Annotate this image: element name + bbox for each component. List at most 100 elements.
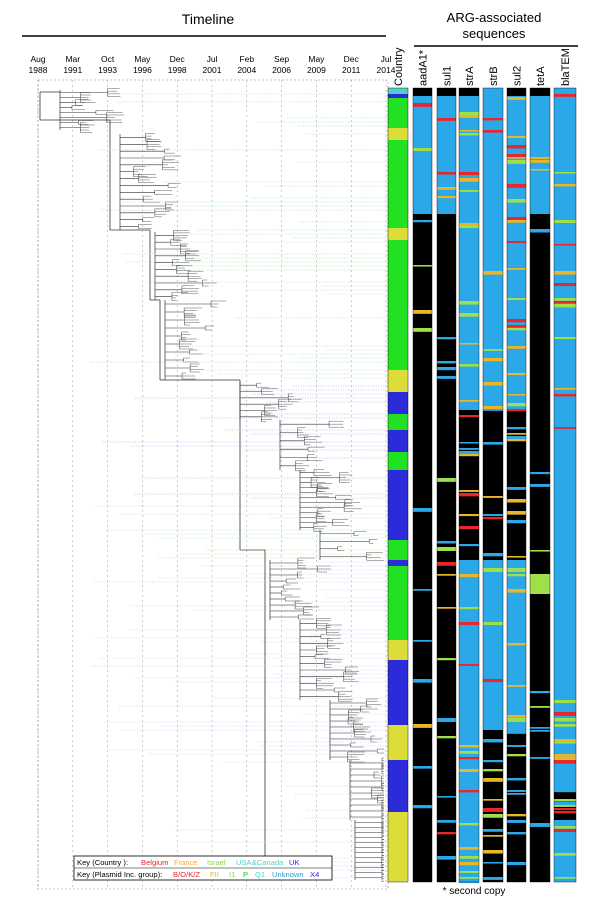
gene-stripe (459, 133, 479, 136)
gene-stripe (554, 517, 576, 521)
column-outline (482, 87, 504, 883)
gene-stripe (413, 220, 432, 223)
gene-stripe (483, 88, 503, 92)
gene-stripe (459, 526, 479, 530)
gene-stripe (507, 790, 526, 792)
gene-stripe (459, 415, 479, 418)
key-item: USA&Canada (236, 858, 284, 867)
country-cell (388, 600, 408, 640)
gene-stripe (437, 658, 456, 661)
gene-stripe (413, 640, 432, 642)
gene-stripe (554, 325, 576, 329)
country-cell (388, 370, 408, 392)
column-header: Country (393, 47, 405, 86)
gene-stripe (437, 607, 456, 609)
gene-stripe (554, 157, 576, 161)
key-country-items: Belgium France Israel USA&Canada UK (141, 858, 300, 867)
column-header: strB (488, 66, 500, 86)
country-cell (388, 452, 408, 470)
country-cell (388, 540, 408, 560)
tetA-green-block (530, 574, 550, 594)
gene-stripe (554, 232, 576, 236)
key-item: UK (289, 858, 300, 867)
gene-stripe (413, 103, 432, 107)
country-cell (388, 640, 408, 660)
gene-stripe (530, 691, 550, 694)
gene-stripe (413, 724, 432, 728)
tick-year: 1993 (98, 65, 117, 75)
gene-stripe (507, 160, 526, 164)
gene-stripe (554, 220, 576, 224)
gene-stripe (483, 355, 503, 358)
gene-stripe (530, 160, 550, 163)
gene-stripe (554, 832, 576, 835)
gene-stripe (483, 382, 503, 386)
gene-present-block (459, 96, 479, 410)
gene-stripe (459, 490, 479, 492)
gene-stripe (554, 550, 576, 553)
gene-stripe (459, 586, 479, 590)
gene-stripe (459, 118, 479, 122)
gene-stripe (483, 235, 503, 239)
gene-stripe (437, 541, 456, 544)
column-outline (553, 87, 577, 883)
gene-stripe (507, 814, 526, 817)
key-item: France (174, 858, 198, 867)
gene-stripe (483, 862, 503, 864)
gene-stripe (507, 820, 526, 823)
gene-present-block (437, 96, 456, 214)
gene-stripe (507, 235, 526, 237)
gene-stripe (530, 229, 550, 233)
tick-year: 1998 (168, 65, 187, 75)
gene-stripe (483, 553, 503, 557)
gene-stripe (483, 91, 503, 95)
gene-stripe (554, 640, 576, 643)
gene-stripe (459, 607, 479, 610)
gene-stripe (507, 217, 526, 221)
tick-year: 2014 (377, 65, 396, 75)
key-country-label: Key (Country ): (77, 858, 128, 867)
gene-stripe (507, 679, 526, 682)
arg-title-line1: ARG-associated (447, 10, 542, 25)
gene-stripe (554, 586, 576, 590)
gene-stripe (459, 676, 479, 680)
column-header: strA (464, 66, 476, 86)
gene-stripe (530, 472, 550, 475)
gene-stripe (483, 517, 503, 520)
gene-stripe (413, 328, 432, 332)
gene-stripe (554, 304, 576, 308)
gene-stripe (459, 400, 479, 402)
gene-stripe (483, 514, 503, 516)
gene-stripe (483, 850, 503, 854)
gene-stripe (507, 172, 526, 175)
gene-stripe (507, 745, 526, 747)
gene-stripe (459, 451, 479, 455)
gene-stripe (507, 574, 526, 577)
gene-stripe (507, 154, 526, 158)
gene-stripe (459, 223, 479, 227)
gene-stripe (507, 268, 526, 270)
gene-stripe (459, 574, 479, 578)
gene-stripe (554, 334, 576, 337)
tick-month: Aug (30, 54, 45, 64)
gene-stripe (554, 358, 576, 361)
gene-stripe (554, 415, 576, 419)
gene-stripe (459, 622, 479, 626)
gene-stripe (437, 337, 456, 340)
gene-stripe (554, 88, 576, 91)
arg-title-line2: sequences (463, 26, 526, 41)
gene-stripe (413, 148, 432, 152)
gene-stripe (507, 499, 526, 503)
gene-present-block (554, 820, 576, 882)
phylogenetic-tree (39, 88, 386, 882)
country-cell (388, 228, 408, 240)
gene-stripe (459, 871, 479, 873)
tick-month: Jul (381, 54, 392, 64)
gene-stripe (459, 115, 479, 118)
gene-stripe (437, 832, 456, 835)
gene-present-block (483, 96, 503, 410)
gene-stripe (554, 442, 576, 446)
gene-stripe (459, 751, 479, 754)
gene-stripe (459, 175, 479, 179)
gene-stripe (483, 829, 503, 832)
